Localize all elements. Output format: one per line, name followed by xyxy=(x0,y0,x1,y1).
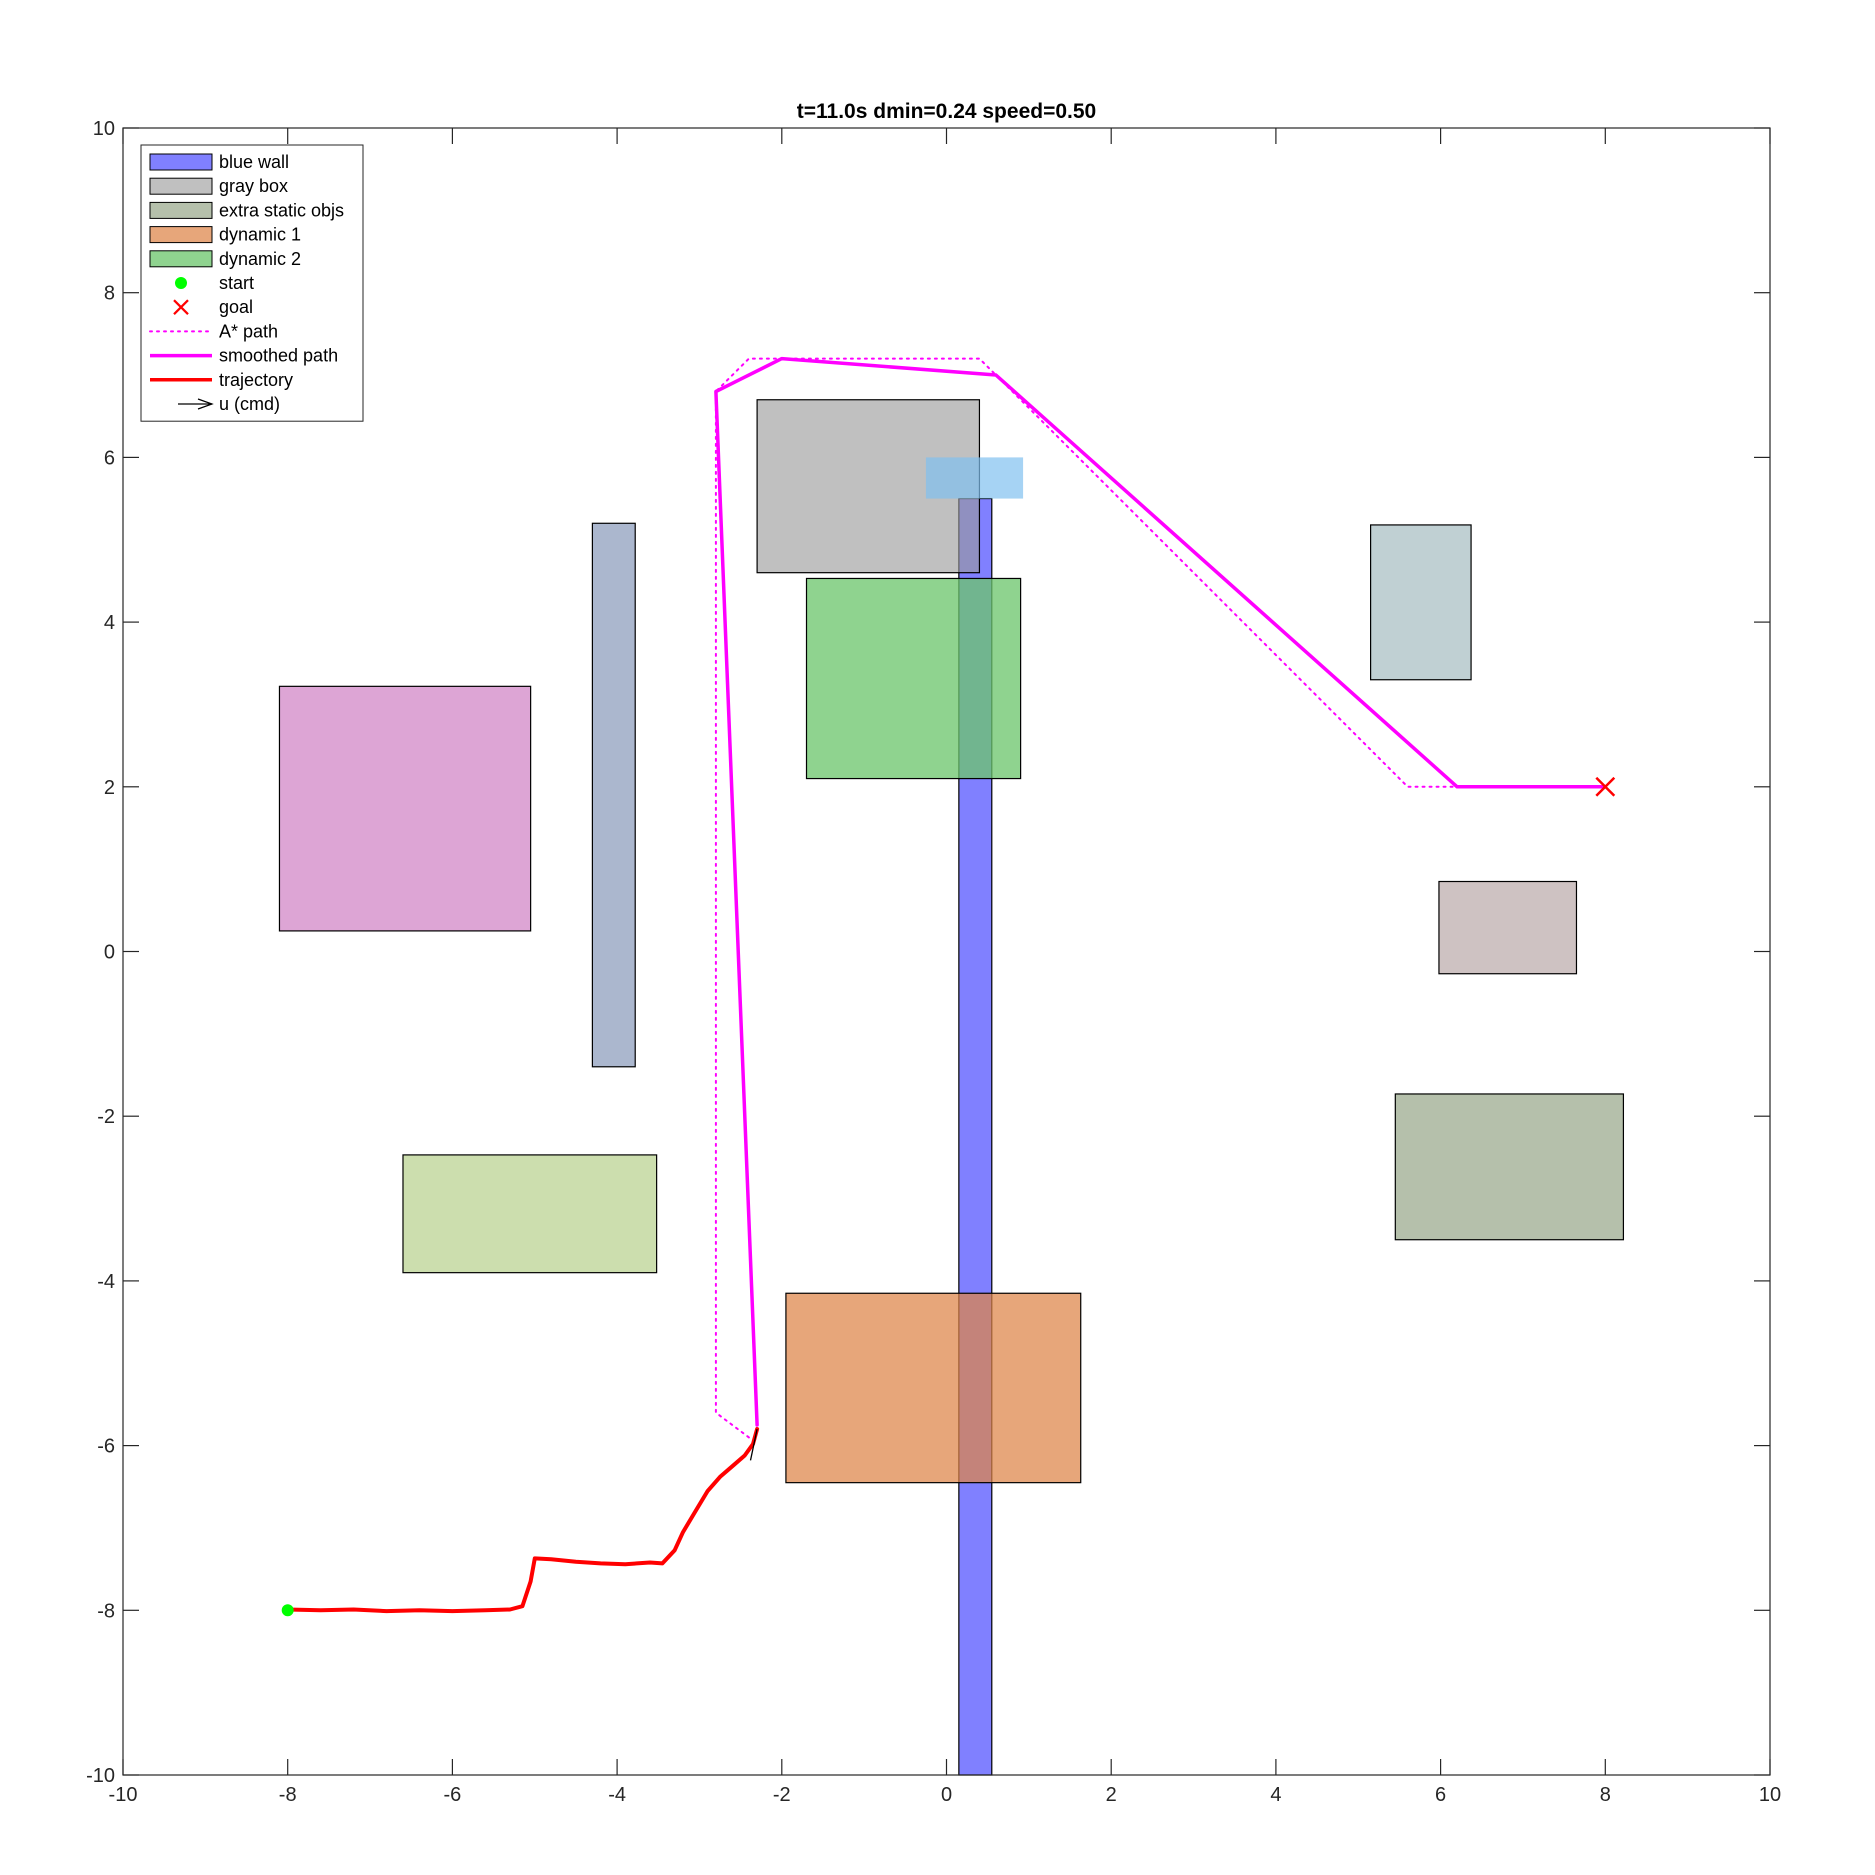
y-tick-label: 10 xyxy=(93,118,115,140)
legend-entry-dynamic-2: dynamic 2 xyxy=(149,249,301,269)
legend-entry-blue-wall: blue wall xyxy=(149,152,289,172)
x-tick-label: 4 xyxy=(1270,1784,1281,1806)
legend-label: A* path xyxy=(219,321,278,341)
legend-swatch xyxy=(197,398,214,410)
y-tick-label: 4 xyxy=(104,612,115,634)
legend-swatch xyxy=(173,299,189,315)
obstacle-extra-static-obj xyxy=(591,522,636,1068)
legend-swatch xyxy=(149,250,213,268)
legend-label: dynamic 2 xyxy=(219,249,301,269)
series-trajectory xyxy=(285,1427,760,1614)
legend-label: u (cmd) xyxy=(219,394,280,414)
goal-marker-stroke xyxy=(1595,776,1616,797)
chart-title: t=11.0s dmin=0.24 speed=0.50 xyxy=(797,100,1096,123)
legend-label: goal xyxy=(219,297,253,317)
legend-swatch xyxy=(149,226,213,244)
legend-entry-start: start xyxy=(175,273,254,293)
y-tick-label: -2 xyxy=(97,1106,115,1128)
legend-entry-goal: goal xyxy=(173,297,253,317)
legend-swatch xyxy=(149,177,213,195)
goal-marker xyxy=(1595,776,1616,797)
obstacle-dynamic-2 xyxy=(805,577,1022,780)
x-tick-label: 0 xyxy=(941,1784,952,1806)
y-tick-label: 0 xyxy=(104,942,115,964)
x-tick-label: -4 xyxy=(608,1784,626,1806)
obstacle-extra-static-obj xyxy=(278,685,532,932)
legend-entry-extra-static-objs: extra static objs xyxy=(149,200,344,220)
obstacle-layer xyxy=(278,399,1625,1776)
y-tick-label: 6 xyxy=(104,447,115,469)
legend-entry-smoothed-path: smoothed path xyxy=(150,346,338,366)
marker-layer xyxy=(281,776,1616,1617)
legend-label: gray box xyxy=(219,176,288,196)
legend-entry-a-path: A* path xyxy=(149,321,278,341)
series-a-path xyxy=(714,357,1607,1439)
legend-label: start xyxy=(219,273,254,293)
x-tick-label: 10 xyxy=(1759,1784,1781,1806)
legend-entry-trajectory: trajectory xyxy=(150,370,293,390)
legend-label: trajectory xyxy=(219,370,293,390)
legend-entry-gray-box: gray box xyxy=(149,176,288,196)
legend-label: smoothed path xyxy=(219,346,338,366)
x-tick-label: 2 xyxy=(1106,1784,1117,1806)
legend-label: extra static objs xyxy=(219,200,344,220)
y-tick-label: -8 xyxy=(97,1600,115,1622)
y-tick-label: -10 xyxy=(86,1765,115,1787)
x-tick-label: 8 xyxy=(1600,1784,1611,1806)
series-smoothed-path xyxy=(714,356,1608,1427)
y-tick-label: 8 xyxy=(104,283,115,305)
legend-swatch xyxy=(149,201,213,219)
series-u-cmd xyxy=(749,1428,758,1461)
y-tick-label: -4 xyxy=(97,1271,115,1293)
obstacle-dynamic-1 xyxy=(785,1292,1082,1484)
x-tick-label: -8 xyxy=(279,1784,297,1806)
obstacle-extra-static-obj xyxy=(1394,1093,1625,1241)
obstacle-extra-static-obj xyxy=(1438,880,1578,975)
obstacle-dynamic-obj-preview xyxy=(925,457,1024,499)
legend-swatch xyxy=(149,153,213,171)
legend-label: blue wall xyxy=(219,152,289,172)
x-tick-label: -10 xyxy=(109,1784,138,1806)
y-tick-label: 2 xyxy=(104,777,115,799)
x-tick-label: 6 xyxy=(1435,1784,1446,1806)
legend: blue wall gray box extra static objs dynami… xyxy=(140,144,364,422)
obstacle-extra-static-obj xyxy=(402,1154,658,1274)
axes: -10 -8 -6 -4 -2 0 2 4 6 8 10 -10 -8 -6 -4 -2 0 2 4 6 8 10 xyxy=(86,118,1781,1806)
legend-entry-u-cmd: u (cmd) xyxy=(178,394,280,414)
x-tick-label: -2 xyxy=(773,1784,791,1806)
obstacle-extra-static-obj xyxy=(1370,524,1472,681)
path-layer xyxy=(285,356,1608,1614)
legend-entry-dynamic-1: dynamic 1 xyxy=(149,225,301,245)
legend-swatch xyxy=(175,277,187,289)
y-tick-label: -6 xyxy=(97,1436,115,1458)
start-marker xyxy=(281,1604,294,1617)
x-tick-label: -6 xyxy=(444,1784,462,1806)
legend-label: dynamic 1 xyxy=(219,225,301,245)
